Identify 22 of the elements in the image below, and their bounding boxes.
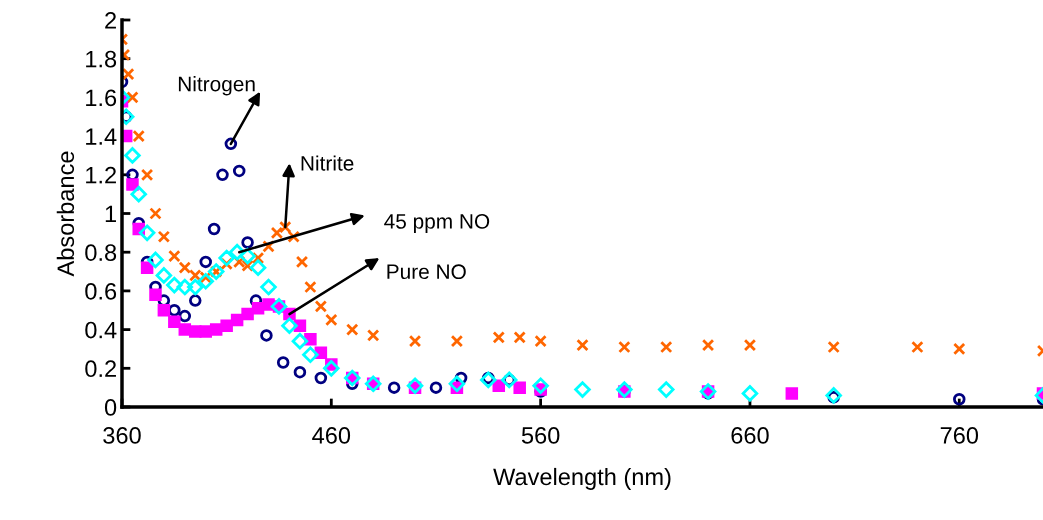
y-tick-label: 1.6 — [86, 89, 117, 107]
x-tick-label: 660 — [731, 427, 769, 444]
annotation: 45 ppm NO — [384, 214, 490, 233]
y-tick-label: 2 — [105, 12, 116, 29]
y-tick-label: 0.6 — [85, 282, 117, 300]
x-tick-label: 760 — [940, 427, 979, 444]
annotation: Nitrite — [301, 155, 354, 171]
x-tick-label: 360 — [103, 427, 141, 444]
x-tick-label: 460 — [312, 427, 351, 444]
y-tick-label: 1.2 — [86, 166, 116, 184]
y-tick-label: 0.4 — [85, 321, 117, 339]
y-tick-label: 0.8 — [85, 244, 117, 261]
y-axis-title: Absorbance — [56, 151, 75, 277]
y-tick-label: 1.8 — [86, 50, 117, 68]
y-tick-label: 1 — [105, 205, 116, 223]
y-tick-label: 0 — [104, 399, 117, 416]
annotation: Pure NO — [387, 264, 466, 280]
x-axis-title: Wavelength (nm) — [493, 467, 671, 490]
x-tick-label: 560 — [521, 427, 560, 444]
y-tick-label: 1.4 — [86, 128, 117, 145]
y-tick-label: 0.2 — [85, 360, 116, 378]
annotation: Nitrogen — [178, 76, 255, 96]
